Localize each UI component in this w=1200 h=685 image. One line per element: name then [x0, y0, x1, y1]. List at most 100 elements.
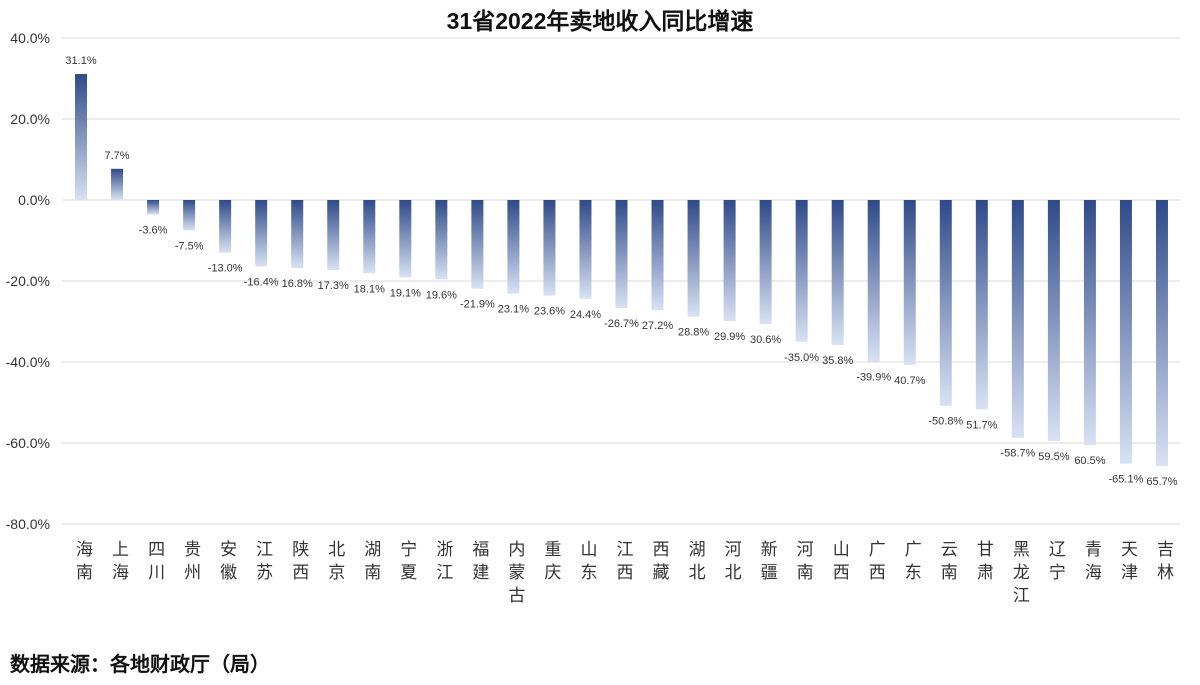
data-label-26: -58.7%	[1000, 448, 1035, 460]
data-label-16: 27.2%	[642, 320, 673, 332]
category-label-27: 辽宁	[1045, 540, 1065, 586]
bar-1	[111, 168, 124, 200]
category-label-6: 陕西	[289, 540, 309, 586]
bar-13	[543, 200, 556, 296]
data-label-7: 17.3%	[318, 280, 349, 292]
data-label-20: -35.0%	[784, 352, 819, 364]
y-tick-label: -20.0%	[6, 273, 50, 289]
category-label-1: 上海	[109, 540, 129, 586]
data-label-18: 29.9%	[714, 331, 745, 343]
category-label-12: 内蒙古	[505, 540, 525, 609]
category-label-23: 广东	[901, 540, 921, 586]
data-label-14: 24.4%	[570, 309, 601, 321]
category-label-30: 吉林	[1153, 540, 1173, 586]
bar-16	[651, 200, 664, 311]
bars	[75, 74, 1168, 467]
category-label-10: 浙江	[433, 540, 453, 586]
category-label-4: 安徽	[217, 540, 237, 586]
y-tick-label: 40.0%	[10, 30, 50, 46]
data-label-6: 16.8%	[282, 278, 313, 290]
bar-4	[219, 200, 232, 253]
bar-29	[1119, 200, 1132, 464]
category-label-29: 天津	[1117, 540, 1137, 586]
category-label-15: 江西	[613, 540, 633, 586]
data-label-13: 23.6%	[534, 306, 565, 318]
data-label-3: -7.5%	[175, 240, 204, 252]
data-label-11: -21.9%	[460, 299, 495, 311]
bar-21	[831, 200, 844, 345]
data-label-28: 60.5%	[1074, 455, 1105, 467]
category-label-18: 河北	[721, 540, 741, 586]
data-label-15: -26.7%	[604, 318, 639, 330]
bar-0	[75, 74, 88, 200]
bar-3	[183, 200, 196, 231]
bar-20	[795, 200, 808, 342]
category-label-7: 北京	[325, 540, 345, 586]
category-label-21: 山西	[829, 540, 849, 586]
data-label-22: -39.9%	[856, 372, 891, 384]
data-label-9: 19.1%	[390, 287, 421, 299]
bar-18	[723, 200, 736, 322]
y-tick-label: -60.0%	[6, 435, 50, 451]
bar-27	[1047, 200, 1060, 441]
category-label-11: 福建	[469, 540, 489, 586]
category-label-26: 黑龙江	[1009, 540, 1029, 609]
category-label-8: 湖南	[361, 540, 381, 586]
category-label-20: 河南	[793, 540, 813, 586]
data-label-27: 59.5%	[1038, 451, 1069, 463]
category-label-24: 云南	[937, 540, 957, 586]
category-label-14: 山东	[577, 540, 597, 586]
bar-8	[363, 200, 376, 274]
data-label-21: 35.8%	[822, 355, 853, 367]
category-label-28: 青海	[1081, 540, 1101, 586]
data-label-24: -50.8%	[928, 416, 963, 428]
bar-2	[147, 200, 160, 215]
data-label-5: -16.4%	[244, 276, 279, 288]
bar-22	[867, 200, 880, 362]
category-label-13: 重庆	[541, 540, 561, 586]
bar-17	[687, 200, 700, 317]
y-axis-tick-labels: 40.0% 20.0% 0.0% -20.0% -40.0% -60.0% -80.0%	[6, 30, 50, 532]
bar-6	[291, 200, 304, 269]
bar-24	[939, 200, 952, 406]
bar-12	[507, 200, 520, 294]
bar-30	[1155, 200, 1168, 467]
bar-14	[579, 200, 592, 299]
data-label-4: -13.0%	[208, 263, 243, 275]
category-label-9: 宁夏	[397, 540, 417, 586]
data-label-19: 30.6%	[750, 334, 781, 346]
category-label-16: 西藏	[649, 540, 669, 586]
y-tick-label: 0.0%	[18, 192, 50, 208]
data-label-23: 40.7%	[894, 375, 925, 387]
data-label-0: 31.1%	[65, 55, 96, 67]
category-label-17: 湖北	[685, 540, 705, 586]
bar-7	[327, 200, 340, 271]
data-label-10: 19.6%	[426, 289, 457, 301]
y-tick-label: -80.0%	[6, 516, 50, 532]
bar-25	[975, 200, 988, 410]
data-labels: 31.1% 7.7% -3.6% -7.5% -13.0%-16.4% 16.8% 17.3…	[65, 55, 1177, 488]
category-label-0: 海南	[73, 540, 93, 586]
y-tick-label: -40.0%	[6, 354, 50, 370]
category-label-2: 四川	[145, 540, 165, 586]
bar-26	[1011, 200, 1024, 438]
y-tick-label: 20.0%	[10, 111, 50, 127]
bar-10	[435, 200, 448, 280]
bar-19	[759, 200, 772, 324]
data-label-29: -65.1%	[1109, 474, 1144, 486]
data-label-8: 18.1%	[354, 283, 385, 295]
category-label-22: 广西	[865, 540, 885, 586]
data-label-17: 28.8%	[678, 327, 709, 339]
category-label-25: 甘肃	[973, 540, 993, 586]
data-label-25: 51.7%	[966, 419, 997, 431]
data-label-2: -3.6%	[139, 225, 168, 237]
category-label-19: 新疆	[757, 540, 777, 586]
bar-15	[615, 200, 628, 309]
bar-5	[255, 200, 268, 267]
bar-11	[471, 200, 484, 289]
data-label-12: 23.1%	[498, 304, 529, 316]
category-label-5: 江苏	[253, 540, 273, 586]
data-label-30: 65.7%	[1146, 476, 1177, 488]
